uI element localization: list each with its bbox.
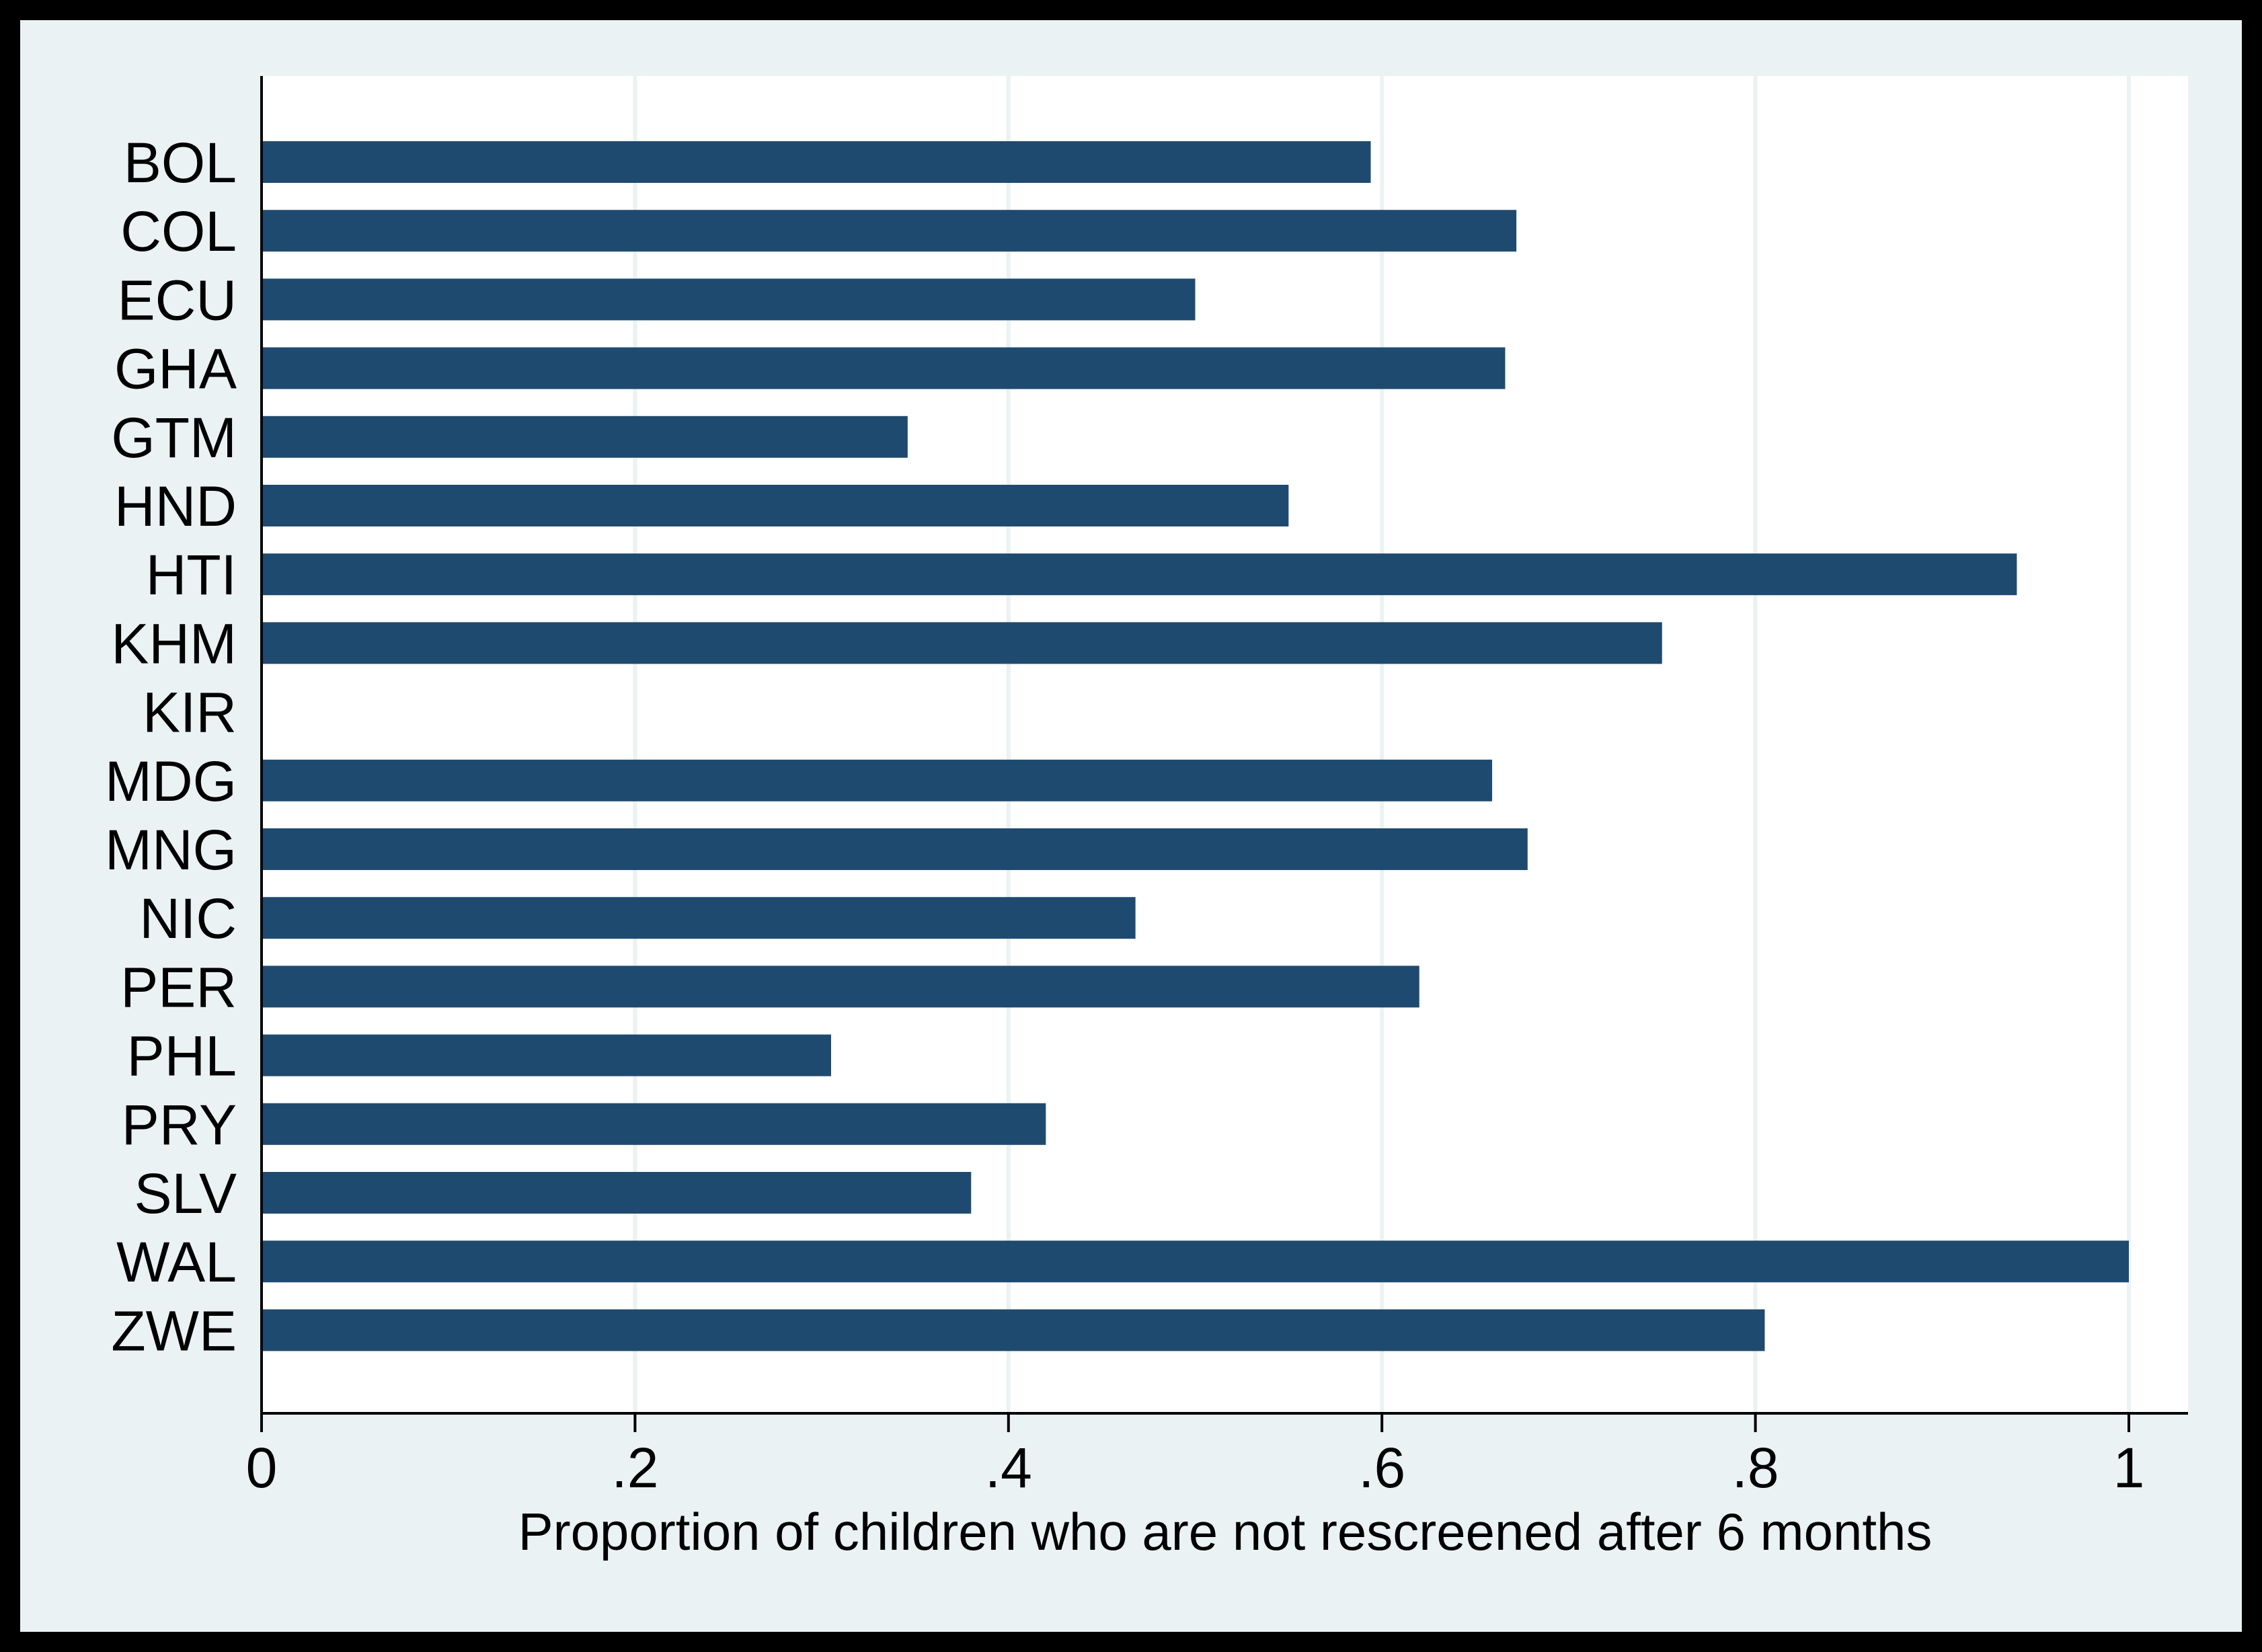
category-label-mdg: MDG xyxy=(105,750,237,813)
bars xyxy=(262,141,2129,1351)
category-label-kir: KIR xyxy=(143,681,237,744)
x-tick-label: .2 xyxy=(611,1436,658,1499)
category-label-bol: BOL xyxy=(124,131,237,194)
bar-slv xyxy=(262,1172,972,1214)
bar-wal xyxy=(262,1241,2129,1283)
category-label-slv: SLV xyxy=(134,1162,237,1225)
bar-per xyxy=(262,966,1419,1008)
x-tick-label: 1 xyxy=(2113,1436,2145,1499)
bar-ecu xyxy=(262,278,1196,321)
bar-nic xyxy=(262,897,1136,939)
bar-gtm xyxy=(262,416,908,458)
bar-khm xyxy=(262,622,1662,664)
category-label-ecu: ECU xyxy=(118,268,237,331)
bar-hnd xyxy=(262,485,1289,526)
x-axis-title: Proportion of children who are not rescr… xyxy=(518,1502,1933,1561)
category-label-hti: HTI xyxy=(146,543,237,606)
x-axis-ticks: 0 .2 .4 .6 .8 1 xyxy=(246,1413,2145,1499)
category-label-wal: WAL xyxy=(116,1230,237,1294)
category-label-nic: NIC xyxy=(139,887,237,950)
bar-hti xyxy=(262,553,2017,596)
category-label-zwe: ZWE xyxy=(111,1299,237,1362)
bar-pry xyxy=(262,1103,1046,1145)
bar-zwe xyxy=(262,1309,1765,1351)
bar-mdg xyxy=(262,759,1493,801)
bar-gha xyxy=(262,347,1506,389)
category-label-mng: MNG xyxy=(105,818,237,881)
bar-mng xyxy=(262,828,1528,870)
x-tick-label: .4 xyxy=(985,1436,1032,1499)
bar-bol xyxy=(262,141,1371,183)
category-label-hnd: HND xyxy=(114,475,237,538)
category-label-gha: GHA xyxy=(114,338,237,401)
x-tick-label: .8 xyxy=(1732,1436,1779,1499)
category-label-phl: PHL xyxy=(127,1025,237,1088)
category-label-pry: PRY xyxy=(122,1093,237,1156)
category-labels: BOLCOLECUGHAGTMHNDHTIKHMKIRMDGMNGNICPERP… xyxy=(105,131,237,1362)
category-label-khm: KHM xyxy=(111,612,237,675)
bar-phl xyxy=(262,1034,831,1076)
category-label-per: PER xyxy=(120,955,237,1019)
category-label-col: COL xyxy=(120,200,237,263)
bar-col xyxy=(262,210,1517,252)
x-tick-label: 0 xyxy=(246,1436,278,1499)
x-tick-label: .6 xyxy=(1358,1436,1405,1499)
category-label-gtm: GTM xyxy=(111,406,237,469)
